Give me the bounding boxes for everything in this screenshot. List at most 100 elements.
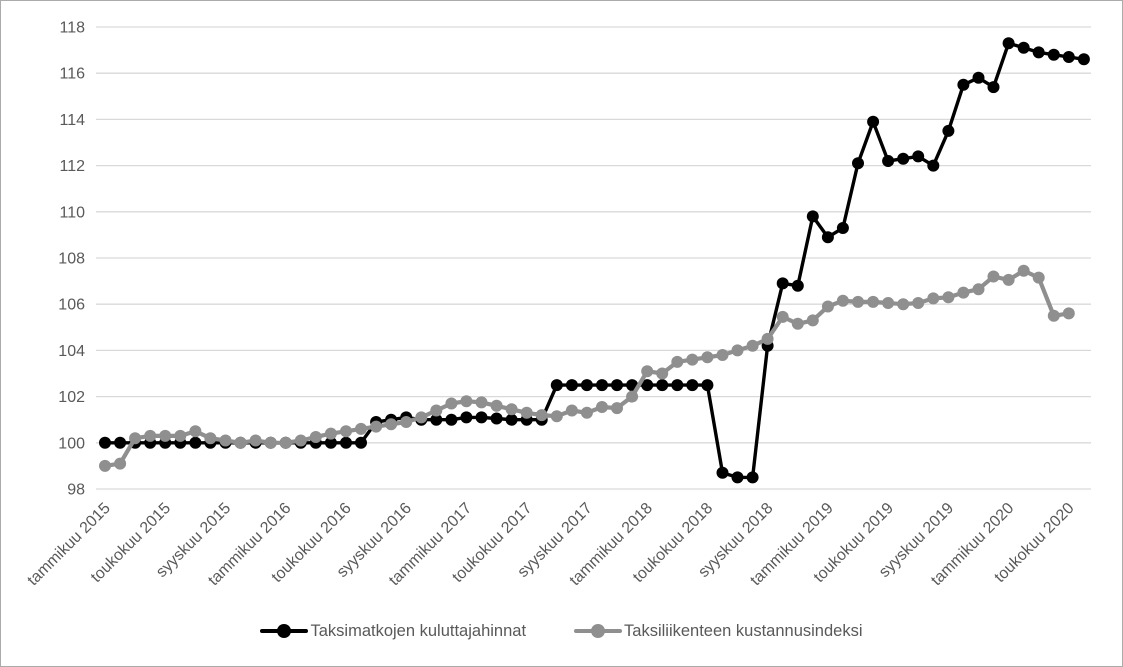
- y-axis-tick-label: 98: [67, 482, 85, 499]
- series-marker-1: [927, 292, 940, 305]
- series-marker-0: [957, 78, 970, 91]
- series-marker-0: [1077, 53, 1090, 66]
- series-marker-1: [580, 406, 593, 419]
- series-marker-1: [535, 409, 548, 422]
- series-marker-1: [520, 406, 533, 419]
- series-marker-1: [114, 457, 127, 470]
- series-marker-0: [1002, 37, 1015, 50]
- series-line-1: [102, 268, 1071, 468]
- series-marker-0: [324, 436, 337, 449]
- series-marker-0: [565, 379, 578, 392]
- series-marker-1: [294, 434, 307, 447]
- series-marker-0: [746, 471, 759, 484]
- series-marker-1: [1047, 309, 1060, 322]
- y-axis-tick-label: 102: [58, 389, 85, 406]
- series-marker-1: [656, 367, 669, 380]
- series-marker-1: [641, 365, 654, 378]
- series-marker-1: [867, 295, 880, 308]
- series-marker-1: [505, 403, 518, 416]
- series-marker-0: [716, 466, 729, 479]
- series-marker-1: [219, 434, 232, 447]
- series-marker-0: [882, 155, 895, 167]
- series-marker-1: [821, 300, 834, 313]
- series-marker-0: [580, 379, 593, 392]
- y-axis-tick-label: 104: [58, 343, 85, 360]
- legend-label: Taksiliikenteen kustannusindeksi: [624, 621, 863, 640]
- chart-legend: Taksimatkojen kuluttajahinnat Taksiliike…: [1, 611, 1122, 651]
- series-marker-0: [596, 379, 608, 392]
- y-axis-tick-label: 108: [58, 251, 85, 268]
- series-marker-1: [279, 436, 292, 449]
- series-marker-0: [355, 436, 367, 449]
- legend-item-cost-index: Taksiliikenteen kustannusindeksi: [574, 621, 863, 641]
- series-marker-0: [656, 379, 669, 392]
- series-marker-0: [836, 222, 849, 234]
- series-marker-1: [445, 397, 458, 410]
- series-marker-0: [821, 231, 834, 244]
- series-marker-0: [852, 157, 864, 170]
- series-marker-0: [701, 379, 714, 392]
- series-marker-1: [942, 291, 955, 304]
- legend-item-consumer-prices: Taksimatkojen kuluttajahinnat: [260, 622, 526, 641]
- series-marker-0: [1032, 46, 1045, 59]
- series-marker-1: [701, 351, 714, 364]
- series-marker-1: [806, 314, 819, 327]
- series-marker-0: [942, 124, 955, 137]
- series-marker-1: [852, 295, 864, 308]
- series-marker-1: [460, 395, 473, 408]
- series-marker-1: [264, 436, 277, 449]
- series-marker-0: [445, 413, 458, 426]
- series-marker-0: [114, 436, 127, 449]
- series-marker-1: [340, 425, 352, 438]
- series-marker-1: [144, 429, 157, 442]
- series-marker-0: [99, 436, 111, 449]
- series-marker-1: [1032, 271, 1045, 284]
- legend-label: Taksimatkojen kuluttajahinnat: [310, 621, 527, 640]
- y-axis-tick-label: 114: [59, 112, 85, 129]
- series-marker-1: [385, 418, 398, 431]
- series-marker-1: [1062, 307, 1075, 320]
- series-marker-1: [324, 427, 337, 440]
- series-marker-0: [460, 411, 473, 424]
- series-marker-1: [430, 404, 443, 417]
- series-marker-0: [1017, 41, 1030, 54]
- series-marker-1: [249, 434, 262, 447]
- series-marker-1: [475, 396, 488, 409]
- series-marker-0: [972, 71, 985, 84]
- series-marker-0: [686, 379, 699, 392]
- series-marker-1: [957, 286, 970, 299]
- series-marker-1: [1017, 264, 1030, 277]
- series-marker-0: [1062, 51, 1075, 63]
- series-marker-1: [355, 422, 367, 435]
- series-marker-1: [912, 297, 925, 309]
- series-marker-1: [746, 339, 759, 352]
- y-axis-tick-label: 100: [58, 435, 85, 452]
- series-marker-1: [565, 404, 578, 417]
- series-marker-0: [430, 413, 443, 426]
- series-marker-1: [686, 353, 699, 366]
- series-marker-0: [550, 379, 563, 392]
- series-marker-1: [596, 401, 608, 413]
- series-marker-0: [490, 412, 503, 425]
- series-marker-1: [400, 416, 413, 428]
- series-marker-0: [611, 379, 623, 392]
- plot-area: 98100102104106108110112114116118tammikuu…: [24, 20, 1091, 589]
- series-marker-0: [475, 411, 488, 424]
- y-axis-tick-label: 110: [59, 204, 85, 221]
- series-marker-0: [791, 279, 804, 292]
- series-marker-1: [972, 283, 985, 296]
- y-axis-tick-label: 118: [59, 20, 85, 37]
- y-axis-tick-label: 112: [59, 158, 85, 175]
- series-marker-1: [791, 317, 804, 330]
- series-marker-0: [987, 81, 1000, 94]
- line-marker-swatch-gray: [574, 624, 623, 638]
- series-marker-1: [987, 270, 1000, 283]
- series-marker-1: [309, 431, 322, 443]
- series-marker-0: [340, 436, 352, 449]
- series-marker-0: [897, 152, 910, 165]
- series-marker-0: [189, 436, 202, 449]
- series-marker-1: [204, 432, 217, 445]
- series-marker-0: [867, 115, 880, 128]
- series-marker-1: [731, 344, 744, 357]
